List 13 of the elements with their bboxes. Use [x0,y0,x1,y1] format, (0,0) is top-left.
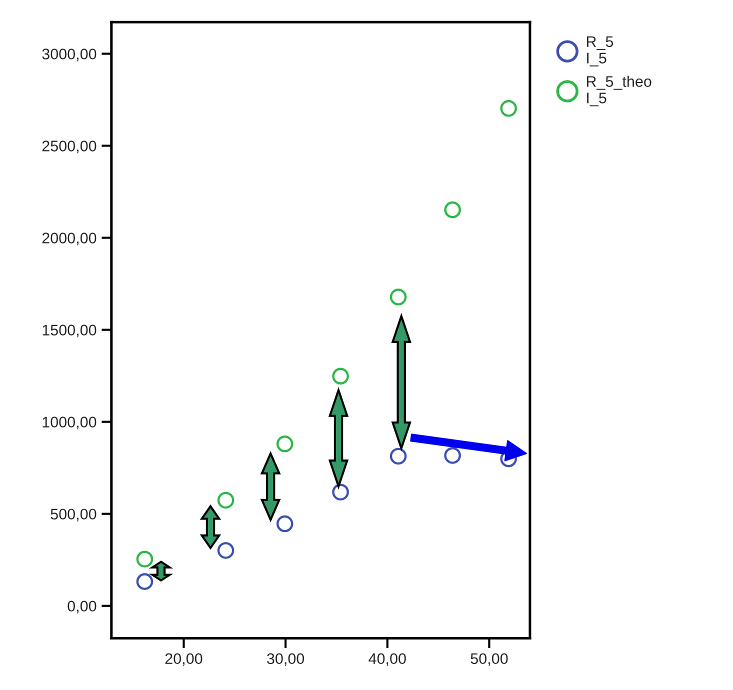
x-tick-label: 50,00 [470,653,508,666]
x-tick-label: 20,00 [165,653,202,666]
y-tick-label: 500,00 [50,508,96,522]
y-tick-label: 2500,00 [42,140,96,154]
y-tick-label: 1000,00 [42,416,96,430]
legend-label: R_5 I_5 [586,36,614,66]
y-tick-label: 3000,00 [42,48,96,62]
y-tick-label: 0,00 [68,600,96,614]
legend-label: R_5_theo I_5 [586,76,652,106]
y-tick-label: 2000,00 [42,232,96,246]
x-tick-label: 30,00 [267,653,304,666]
x-tick-label: 40,00 [368,653,406,666]
y-tick-label: 1500,00 [42,324,96,338]
